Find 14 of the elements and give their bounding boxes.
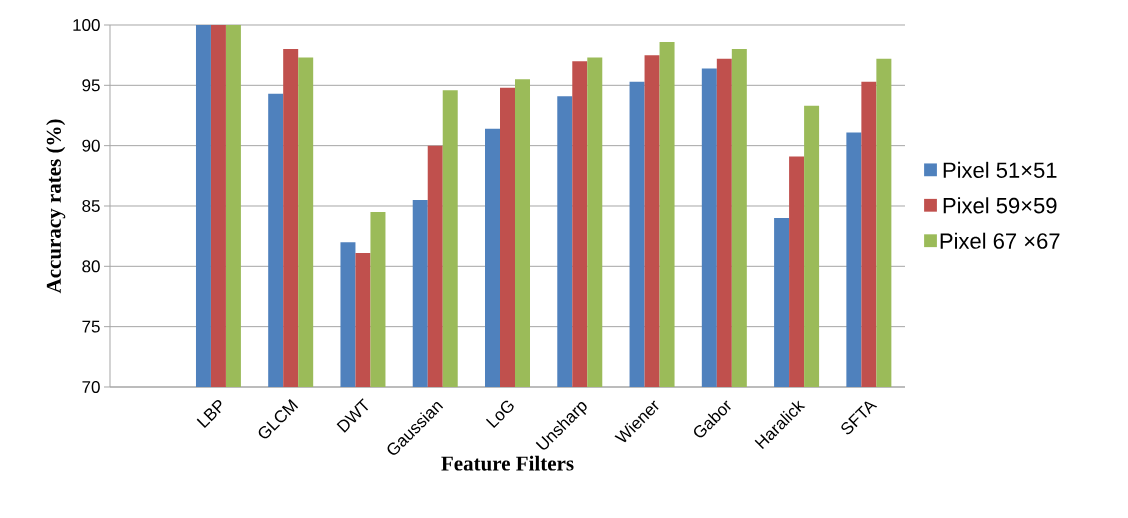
y-tick-label: 70	[82, 380, 100, 394]
x-axis-title: Feature Filters	[441, 455, 574, 471]
x-tick-label: LBP	[196, 400, 222, 428]
y-axis-title: Accuracy rates (%)	[46, 119, 66, 294]
y-tick-label: 95	[82, 79, 100, 92]
y-tick-label: 90	[82, 139, 100, 152]
legend-label: Pixel 67 ×67	[940, 232, 1060, 249]
legend-label: Pixel 59×59	[943, 197, 1057, 214]
y-tick-label: 80	[82, 260, 100, 273]
y-tick-label: 75	[82, 320, 100, 333]
y-tick-label: 100	[73, 18, 100, 32]
legend-label: Pixel 51×51	[943, 161, 1057, 178]
y-tick-label: 85	[82, 199, 100, 213]
x-tick-label: LoG	[485, 400, 514, 429]
